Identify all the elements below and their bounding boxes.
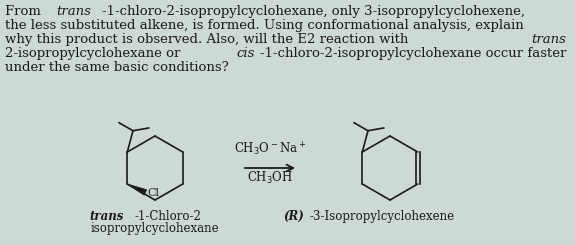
Polygon shape [127, 184, 147, 195]
Text: why this product is observed. Also, will the E2 reaction with: why this product is observed. Also, will… [5, 33, 413, 46]
Text: CH$_3$OH: CH$_3$OH [247, 170, 293, 186]
Text: -1-Chloro-2: -1-Chloro-2 [134, 210, 201, 223]
Text: 2-isopropylcyclohexane or: 2-isopropylcyclohexane or [5, 47, 185, 60]
Text: -1-chloro-2-isopropylcyclohexane, only 3-isopropylcyclohexene,: -1-chloro-2-isopropylcyclohexane, only 3… [102, 5, 525, 18]
Text: Cl: Cl [147, 188, 159, 198]
Text: under the same basic conditions?: under the same basic conditions? [5, 61, 229, 74]
Text: trans: trans [90, 210, 124, 223]
Text: the less substituted alkene, is formed. Using conformational analysis, explain: the less substituted alkene, is formed. … [5, 19, 524, 32]
Text: isopropylcyclohexane: isopropylcyclohexane [91, 222, 219, 235]
Text: cis: cis [237, 47, 255, 60]
Text: (R): (R) [283, 210, 304, 223]
Text: -1-chloro-2-isopropylcyclohexane occur faster: -1-chloro-2-isopropylcyclohexane occur f… [260, 47, 567, 60]
Text: -3-Isopropylcyclohexene: -3-Isopropylcyclohexene [310, 210, 455, 223]
Text: trans: trans [531, 33, 566, 46]
Text: CH$_3$O$^-$Na$^+$: CH$_3$O$^-$Na$^+$ [234, 141, 306, 158]
Text: From: From [5, 5, 45, 18]
Text: trans: trans [57, 5, 91, 18]
